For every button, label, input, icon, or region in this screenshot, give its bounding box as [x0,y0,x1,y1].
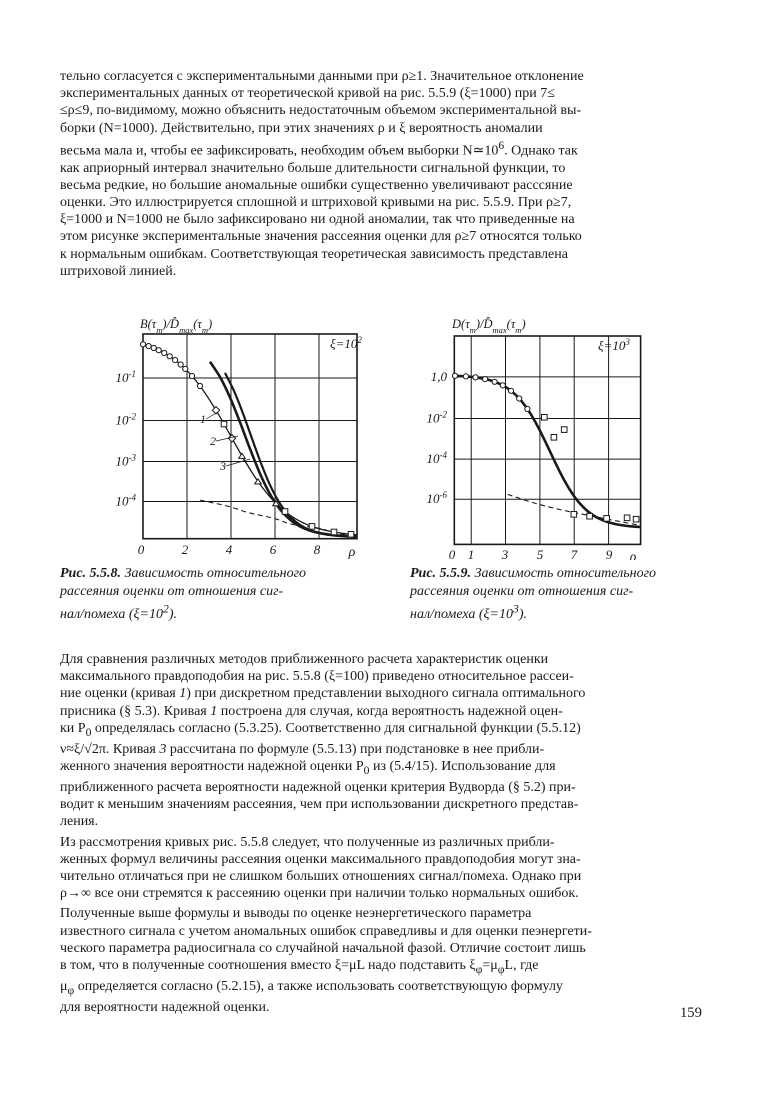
svg-text:10-6: 10-6 [427,490,448,506]
svg-text:ξ=103: ξ=103 [598,337,630,353]
svg-text:10-3: 10-3 [116,453,137,469]
svg-text:1,0: 1,0 [431,369,448,384]
svg-text:ρ: ρ [348,545,356,560]
svg-text:3: 3 [219,459,226,473]
svg-text:10-4: 10-4 [427,450,448,466]
svg-text:3: 3 [501,547,509,560]
svg-text:10-2: 10-2 [427,410,448,426]
svg-text:6: 6 [270,542,277,557]
svg-text:1: 1 [468,547,475,560]
svg-text:5: 5 [537,547,544,560]
svg-text:7: 7 [571,547,578,560]
svg-text:10-1: 10-1 [116,369,137,385]
svg-text:B(τm)/D̂max(τm): B(τm)/D̂max(τm) [140,317,212,335]
svg-text:2: 2 [210,434,216,448]
svg-text:0: 0 [449,547,456,560]
svg-text:0: 0 [138,542,145,557]
svg-text:ρ: ρ [629,550,637,560]
svg-text:9: 9 [606,547,613,560]
svg-text:10-2: 10-2 [116,412,137,428]
svg-text:8: 8 [314,542,321,557]
svg-text:2: 2 [182,542,189,557]
svg-text:10-4: 10-4 [116,493,137,509]
svg-text:4: 4 [226,542,233,557]
svg-text:1: 1 [200,412,206,426]
svg-text:D(τm)/D̂max(τm): D(τm)/D̂max(τm) [451,317,526,335]
